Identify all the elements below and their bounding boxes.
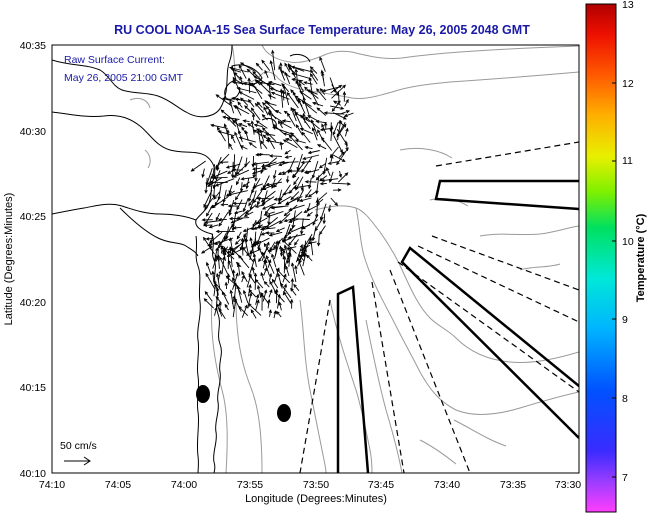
coastline [52, 45, 311, 473]
x-tick-label: 73:40 [434, 479, 460, 491]
colorbar-tick-label: 11 [622, 155, 633, 167]
y-tick-label: 40:30 [20, 126, 46, 138]
current-note-line1: Raw Surface Current: [64, 54, 165, 66]
map-title: RU COOL NOAA-15 Sea Surface Temperature:… [114, 23, 530, 37]
x-tick-label: 74:05 [105, 479, 131, 491]
y-axis-label: Latitude (Degrees:Minutes) [3, 193, 15, 326]
temperature-colorbar: 13 12 11 10 9 8 7 Temperature (°C) [585, 0, 647, 513]
buoy-marker [196, 385, 210, 403]
colorbar-label: Temperature (°C) [635, 213, 647, 302]
map-frame [51, 44, 580, 474]
colorbar-tick-label: 8 [622, 393, 628, 405]
x-tick-label: 74:00 [171, 479, 197, 491]
surface-current-vectors [190, 49, 354, 320]
y-tick-label: 40:15 [20, 382, 46, 394]
x-tick-label: 73:50 [303, 479, 329, 491]
y-axis: 40:35 40:30 40:25 40:20 40:15 40:10 Lati… [3, 40, 46, 480]
radar-coverage-wedges [299, 141, 579, 473]
colorbar-tick-label: 13 [622, 0, 634, 11]
buoy-marker [277, 404, 291, 422]
x-tick-label: 73:30 [555, 479, 581, 491]
y-tick-label: 40:25 [20, 211, 46, 223]
x-axis-label: Longitude (Degrees:Minutes) [245, 493, 387, 505]
y-tick-label: 40:20 [20, 297, 46, 309]
colorbar-tick-label: 7 [622, 472, 628, 484]
colorbar-tick-label: 10 [622, 236, 634, 248]
x-axis: 74:10 74:05 74:00 73:55 73:50 73:45 73:4… [39, 479, 581, 505]
map-panel [51, 44, 580, 474]
current-note-line2: May 26, 2005 21:00 GMT [64, 72, 184, 84]
colorbar-tick-label: 12 [622, 78, 634, 90]
shipping-lanes [336, 179, 579, 473]
colorbar-tick-label: 9 [622, 314, 628, 326]
x-tick-label: 73:35 [500, 479, 526, 491]
y-tick-label: 40:10 [20, 468, 46, 480]
scale-arrow: 50 cm/s [60, 440, 97, 466]
x-tick-label: 73:45 [368, 479, 394, 491]
scale-label: 50 cm/s [60, 440, 97, 452]
y-tick-label: 40:35 [20, 40, 46, 52]
x-tick-label: 74:10 [39, 479, 65, 491]
x-tick-label: 73:55 [237, 479, 263, 491]
